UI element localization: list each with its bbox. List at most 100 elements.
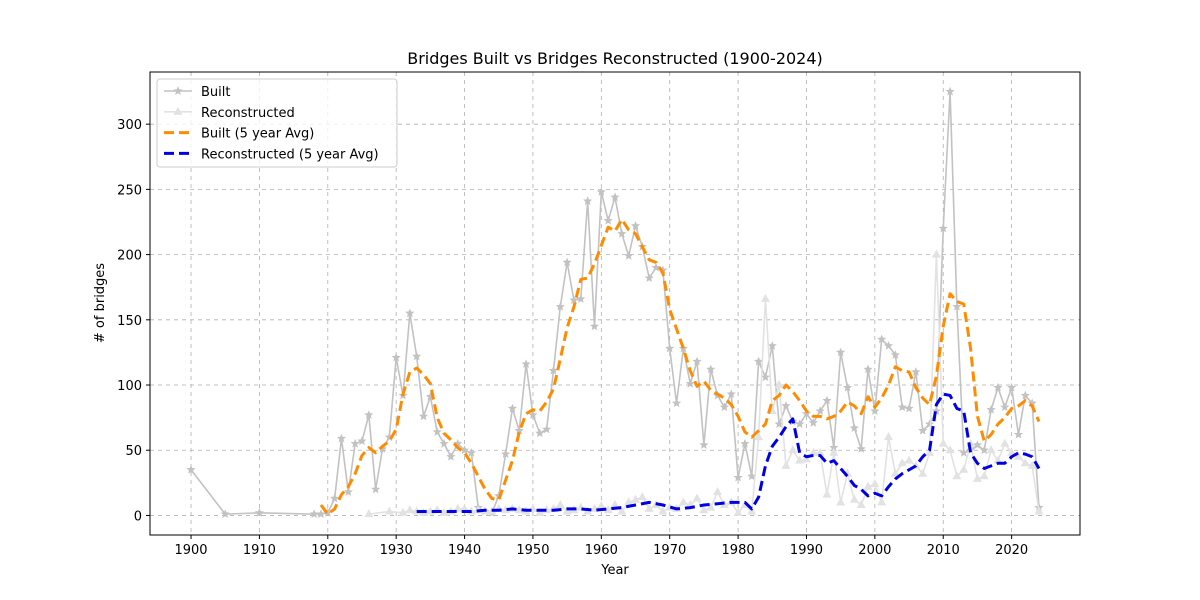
data-point bbox=[706, 502, 716, 511]
x-tick-label: 1920 bbox=[311, 543, 344, 558]
data-point bbox=[1013, 429, 1024, 439]
x-tick-label: 1970 bbox=[653, 543, 686, 558]
plot-frame bbox=[149, 71, 1081, 536]
data-point bbox=[726, 389, 736, 399]
chart-title: Bridges Built vs Bridges Reconstructed (… bbox=[407, 49, 823, 68]
data-point bbox=[562, 257, 572, 267]
data-point bbox=[801, 454, 811, 463]
data-point bbox=[637, 492, 647, 501]
x-tick-label: 1930 bbox=[380, 543, 413, 558]
legend: Built Reconstructed Built (5 year Avg) Reco… bbox=[156, 78, 398, 168]
y-tick-label: 100 bbox=[117, 379, 142, 394]
data-point bbox=[952, 471, 962, 480]
data-point bbox=[884, 432, 894, 441]
data-point bbox=[918, 425, 928, 435]
data-point bbox=[795, 455, 805, 464]
data-point bbox=[1000, 438, 1010, 447]
data-point bbox=[849, 423, 859, 432]
data-point bbox=[836, 497, 846, 506]
data-point bbox=[617, 506, 627, 515]
data-point bbox=[808, 447, 818, 456]
data-point bbox=[740, 438, 750, 448]
data-point bbox=[938, 438, 948, 447]
data-point bbox=[336, 433, 347, 443]
data-point bbox=[760, 372, 771, 382]
data-point bbox=[877, 497, 887, 506]
data-point bbox=[1020, 390, 1030, 400]
y-tick-label: 300 bbox=[117, 118, 142, 133]
data-point bbox=[788, 445, 798, 454]
data-point bbox=[418, 411, 429, 421]
data-point bbox=[398, 507, 408, 516]
legend-marker bbox=[173, 106, 183, 115]
data-point bbox=[364, 410, 374, 419]
legend-label: Reconstructed (5 year Avg) bbox=[201, 147, 379, 162]
data-point bbox=[535, 507, 545, 516]
data-point bbox=[883, 341, 894, 350]
data-point bbox=[603, 505, 613, 514]
data-point bbox=[542, 424, 552, 434]
data-point bbox=[316, 509, 326, 519]
x-tick-label: 2020 bbox=[995, 543, 1028, 558]
series-layer bbox=[186, 86, 1044, 519]
data-point bbox=[829, 447, 839, 456]
data-point bbox=[548, 365, 559, 375]
data-point bbox=[439, 438, 449, 448]
data-point bbox=[412, 351, 422, 361]
data-point bbox=[391, 352, 401, 362]
y-axis-label: # of bridges bbox=[93, 263, 108, 343]
data-point bbox=[377, 444, 388, 453]
legend-marker bbox=[173, 86, 183, 95]
data-point bbox=[514, 425, 524, 435]
x-tick-label: 1910 bbox=[243, 543, 276, 558]
data-point bbox=[849, 494, 859, 503]
data-point bbox=[658, 506, 668, 515]
x-tick-label: 1960 bbox=[585, 543, 618, 558]
data-point bbox=[836, 347, 846, 357]
data-point bbox=[692, 493, 702, 502]
data-point bbox=[754, 432, 764, 441]
x-axis-label: Year bbox=[600, 563, 629, 578]
data-point bbox=[979, 445, 989, 455]
data-point bbox=[357, 436, 367, 445]
data-point bbox=[631, 494, 641, 503]
data-point bbox=[665, 343, 675, 353]
data-point bbox=[808, 418, 818, 427]
data-point bbox=[535, 428, 545, 438]
data-point bbox=[254, 508, 264, 517]
data-point bbox=[815, 406, 825, 415]
data-point bbox=[1007, 382, 1017, 392]
data-point bbox=[747, 506, 757, 515]
data-point bbox=[644, 273, 654, 282]
data-point bbox=[972, 440, 982, 449]
data-point bbox=[815, 447, 825, 456]
data-point bbox=[555, 301, 565, 311]
data-point bbox=[822, 489, 832, 498]
data-point bbox=[350, 438, 360, 448]
average-line bbox=[319, 217, 1041, 516]
series-2 bbox=[319, 217, 1041, 516]
data-point bbox=[904, 455, 914, 464]
data-point bbox=[760, 293, 770, 302]
data-point bbox=[439, 507, 449, 516]
data-point bbox=[671, 398, 682, 408]
y-tick-label: 0 bbox=[134, 509, 142, 524]
data-point bbox=[959, 448, 969, 457]
data-point bbox=[644, 503, 654, 512]
data-point bbox=[521, 359, 531, 369]
series-line bbox=[190, 90, 1040, 515]
data-point bbox=[767, 341, 777, 350]
data-point bbox=[781, 460, 791, 469]
data-point bbox=[856, 444, 866, 453]
data-point bbox=[610, 500, 620, 509]
x-tick-label: 1990 bbox=[790, 543, 823, 558]
data-point bbox=[603, 215, 613, 225]
data-point bbox=[699, 440, 709, 449]
data-point bbox=[706, 364, 716, 374]
data-point bbox=[186, 464, 196, 474]
data-point bbox=[583, 196, 593, 205]
data-point bbox=[1034, 506, 1044, 515]
data-point bbox=[405, 505, 415, 514]
data-point bbox=[569, 295, 579, 305]
